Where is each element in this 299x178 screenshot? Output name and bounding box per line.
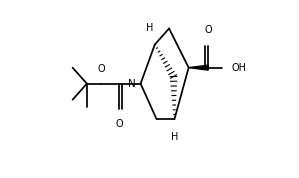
Text: O: O <box>115 119 123 129</box>
Text: O: O <box>98 64 105 74</box>
Polygon shape <box>189 65 208 70</box>
Text: O: O <box>205 25 212 35</box>
Text: N: N <box>128 79 136 89</box>
Text: OH: OH <box>231 63 246 73</box>
Text: H: H <box>146 23 153 33</box>
Text: H: H <box>171 132 178 142</box>
